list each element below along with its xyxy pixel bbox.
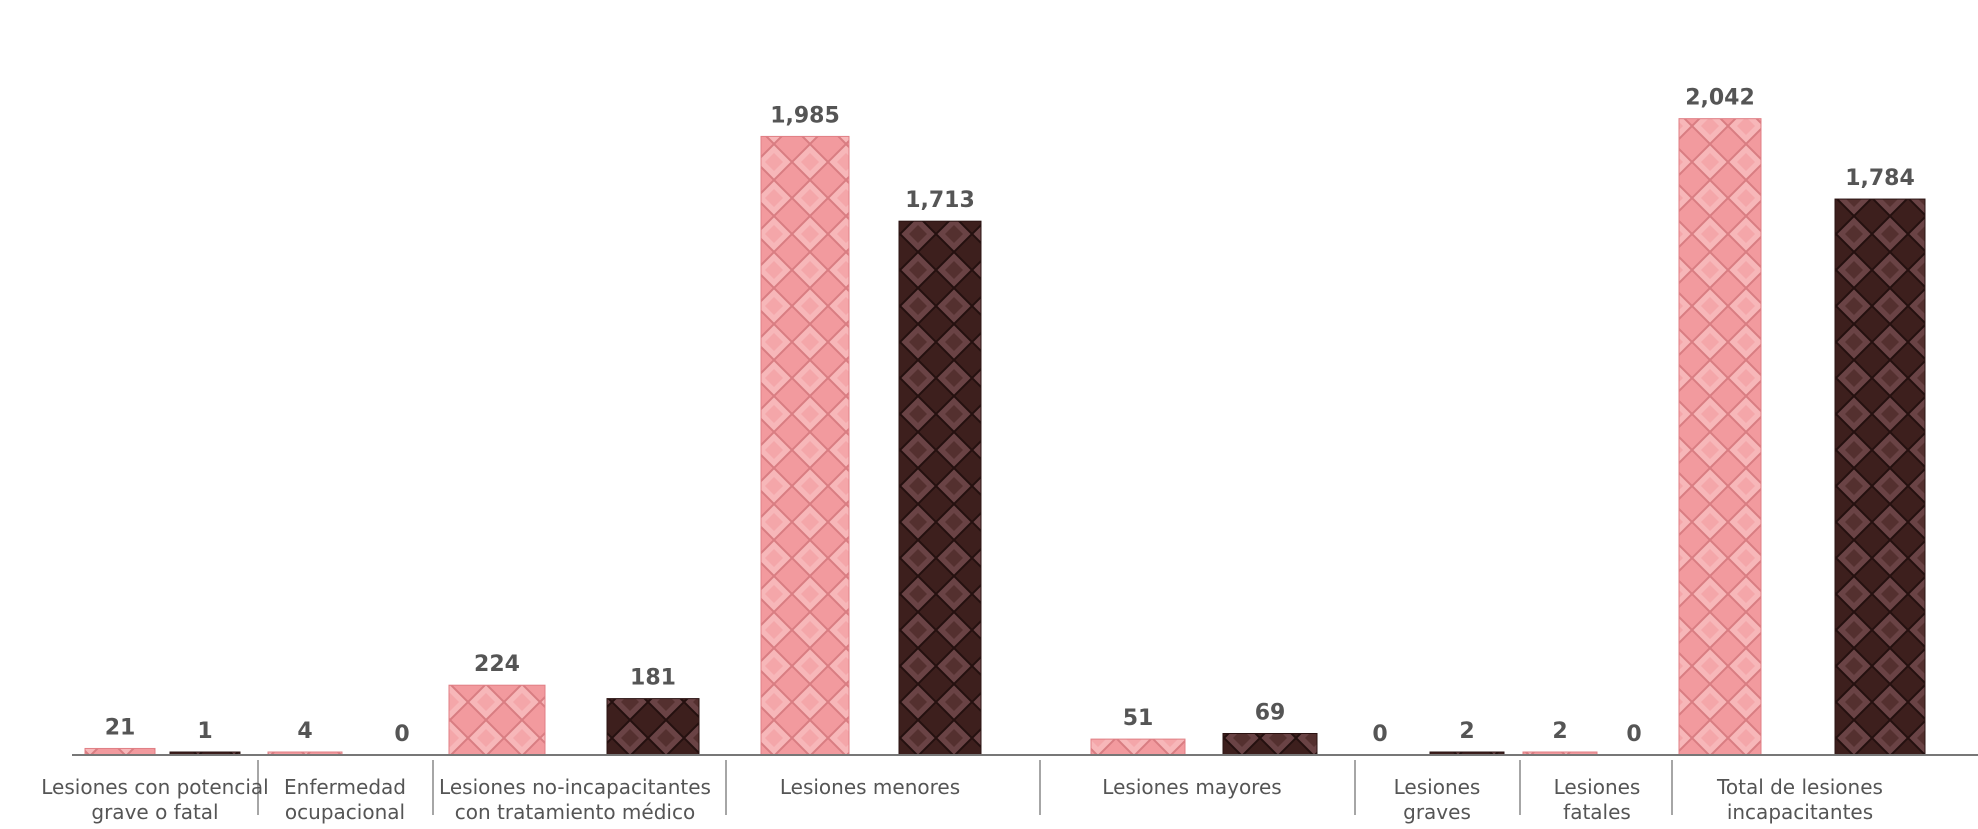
x-tick-label-4: Lesiones mayores bbox=[1102, 775, 1281, 799]
data-label-chocolate-3: 1,713 bbox=[905, 188, 975, 213]
bar-chocolate-4 bbox=[1222, 732, 1318, 756]
bars-layer bbox=[84, 118, 1926, 756]
bar-chocolate-3 bbox=[898, 220, 982, 756]
data-label-chocolate-2: 181 bbox=[630, 666, 676, 691]
bar-chocolate-7 bbox=[1834, 198, 1926, 756]
data-label-chocolate-7: 1,784 bbox=[1845, 166, 1915, 191]
data-label-chocolate-0: 1 bbox=[197, 719, 212, 744]
x-tick-label-2: Lesiones no-incapacitantes con tratamient… bbox=[439, 775, 711, 824]
bar-pink-3 bbox=[760, 135, 850, 756]
bar-pink-7 bbox=[1678, 118, 1762, 756]
x-tick-label-6: Lesiones fatales bbox=[1554, 775, 1641, 824]
data-label-chocolate-5: 2 bbox=[1459, 719, 1474, 744]
x-tick-label-1: Enfermedad ocupacional bbox=[284, 775, 406, 824]
bar-chocolate-2 bbox=[606, 698, 700, 756]
x-tick-label-0: Lesiones con potencial grave o fatal bbox=[41, 775, 268, 824]
x-axis-tick-labels: Lesiones con potencial grave o fatal Enfer… bbox=[41, 775, 1883, 824]
x-tick-label-7: Total de lesiones incapacitantes bbox=[1716, 775, 1883, 824]
value-labels-layer: 21 1 4 0 224 181 1,985 1,713 51 69 0 2 2 0 2,042 1,784 bbox=[105, 86, 1915, 747]
data-label-pink-3: 1,985 bbox=[770, 103, 840, 128]
data-label-pink-7: 2,042 bbox=[1685, 86, 1755, 111]
bar-pink-2 bbox=[448, 684, 546, 756]
data-label-chocolate-4: 69 bbox=[1255, 700, 1286, 725]
data-label-chocolate-1: 0 bbox=[394, 722, 409, 747]
x-tick-label-5: Lesiones graves bbox=[1394, 775, 1481, 824]
data-label-pink-0: 21 bbox=[105, 715, 136, 740]
data-label-pink-1: 4 bbox=[297, 719, 312, 744]
data-label-pink-5: 0 bbox=[1372, 722, 1387, 747]
data-label-pink-2: 224 bbox=[474, 652, 520, 677]
category-dividers bbox=[257, 760, 1673, 815]
data-label-pink-4: 51 bbox=[1123, 706, 1154, 731]
x-tick-label-3: Lesiones menores bbox=[780, 775, 960, 799]
data-label-pink-6: 2 bbox=[1552, 719, 1567, 744]
bar-pink-4 bbox=[1090, 738, 1186, 756]
data-label-chocolate-6: 0 bbox=[1626, 722, 1641, 747]
